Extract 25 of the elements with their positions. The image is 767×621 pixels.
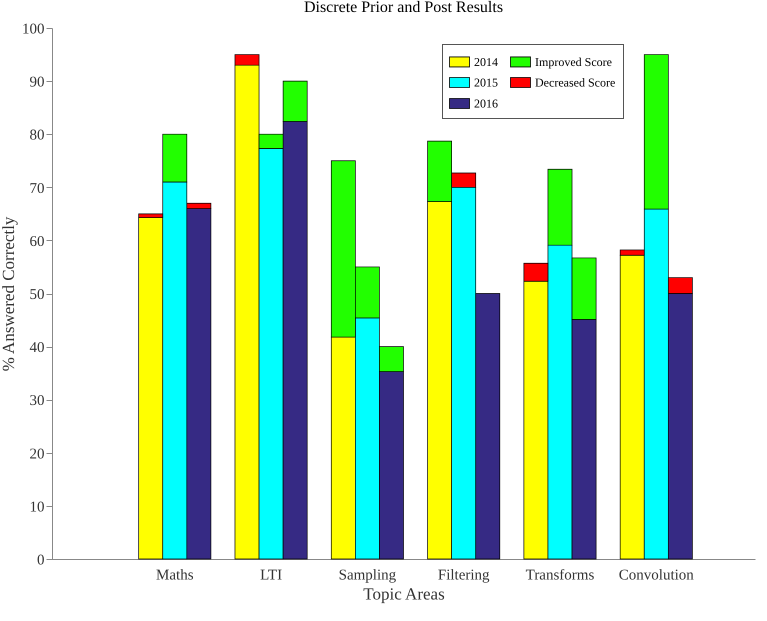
x-tick-label: Convolution	[618, 568, 694, 584]
legend-label: Decreased Score	[535, 76, 616, 90]
x-tick-label: Filtering	[438, 568, 490, 584]
y-tick-label: 60	[30, 234, 44, 250]
y-tick-label: 80	[30, 128, 44, 144]
y-tick-label: 40	[30, 340, 44, 356]
y-tick-label: 30	[30, 393, 44, 410]
y-tick-label: 20	[30, 446, 44, 462]
y-tick-label: 50	[30, 287, 44, 303]
x-tick-label: LTI	[260, 568, 282, 584]
y-axis-title: % Answered Correctly	[0, 216, 18, 372]
x-tick-label: Transforms	[526, 568, 594, 584]
x-axis-title: Topic Areas	[363, 584, 445, 604]
legend-label: 2014	[474, 54, 498, 69]
x-tick-label: Sampling	[338, 568, 397, 584]
y-tick-label: 70	[30, 180, 44, 197]
x-tick-label: Maths	[156, 568, 194, 584]
legend-label: 2016	[474, 96, 498, 110]
y-tick-label: 10	[30, 499, 44, 516]
y-tick-label: 90	[30, 74, 44, 91]
legend-label: 2015	[474, 76, 498, 90]
y-tick-label: 0	[37, 552, 44, 568]
chart-title: Discrete Prior and Post Results	[304, 0, 504, 16]
legend-label: Improved Score	[535, 54, 612, 69]
y-tick-label: 100	[22, 22, 44, 38]
